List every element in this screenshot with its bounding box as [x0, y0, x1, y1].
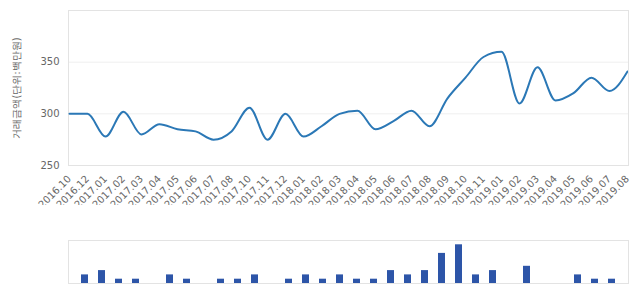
svg-text:2019.08: 2019.08	[594, 173, 631, 205]
svg-text:350: 350	[40, 56, 59, 67]
svg-text:250: 250	[40, 160, 59, 171]
svg-text:거래금액(단위:백만원): 거래금액(단위:백만원)	[11, 37, 22, 138]
svg-text:300: 300	[40, 108, 59, 119]
